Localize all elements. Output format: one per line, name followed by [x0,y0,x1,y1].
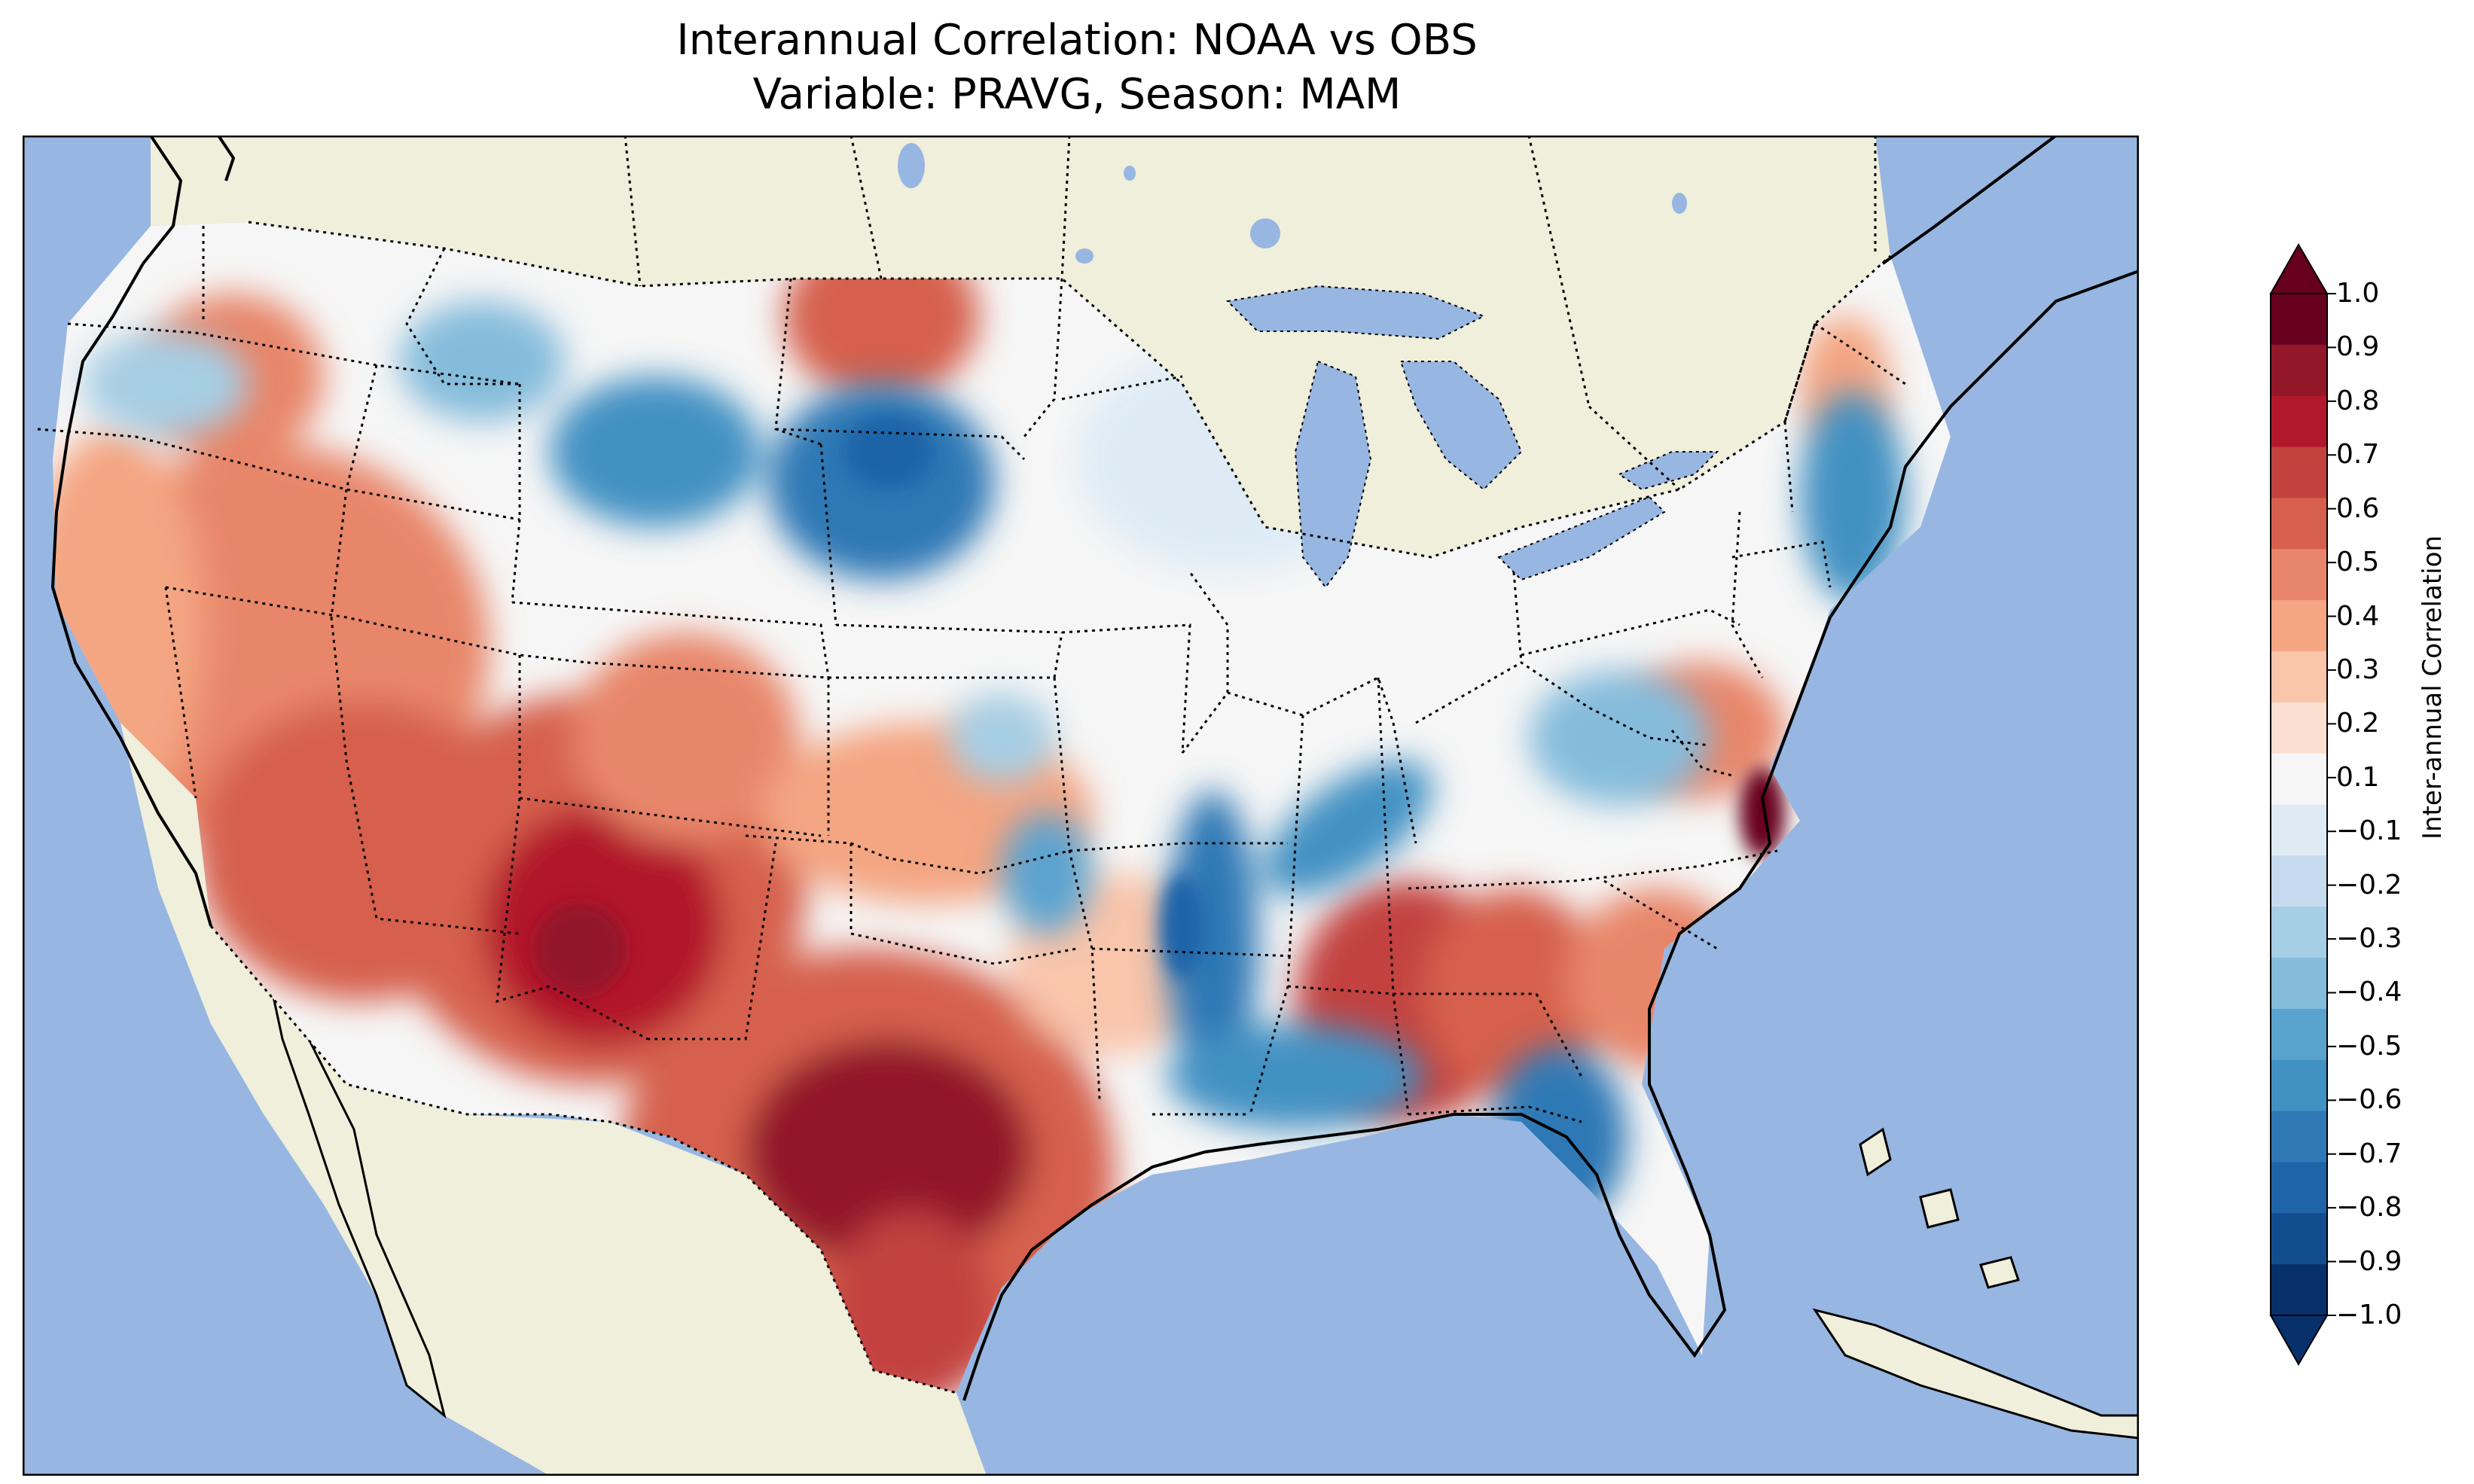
colorbar-tick-label: 1.0 [2336,278,2380,309]
colorbar-tick-label: −0.9 [2336,1245,2402,1277]
colorbar-tick-label: 0.9 [2336,331,2380,363]
cuba [1812,1308,2139,1440]
colorbar-tick-label: −1.0 [2336,1300,2402,1330]
coastline [50,136,2139,1401]
bahamas [1859,1127,2020,1289]
country-borders [209,136,1906,1394]
colorbar-segment [2271,549,2327,601]
colorbar-segment [2271,344,2327,397]
colorbar-tick-label: −0.2 [2336,869,2402,900]
colorbar-segment [2271,651,2327,703]
colorbar-segment [2271,294,2327,346]
colorbar-segment [2271,395,2327,448]
map-plot [23,136,2139,1476]
state-borders [37,226,1832,1123]
colorbar-extend-top [2269,242,2329,294]
colorbar-tick-label: 0.5 [2336,547,2380,578]
colorbar-tick-label: −0.7 [2336,1138,2402,1169]
colorbar-tick-label: 0.2 [2336,708,2380,739]
colorbar-tick-label: 0.8 [2336,385,2380,416]
colorbar-tick-label: −0.3 [2336,923,2402,955]
canada-lakes [898,143,1687,264]
colorbar-tick-label: 0.7 [2336,439,2380,471]
colorbar-segment [2271,804,2327,856]
colorbar-tick-label: 0.3 [2336,654,2380,685]
colorbar-segment [2271,1059,2327,1112]
colorbar-segment [2271,753,2327,805]
colorbar-tick-label: −0.5 [2336,1030,2402,1062]
colorbar-tick-label: 0.4 [2336,600,2380,632]
chart-title-line1: Interannual Correlation: NOAA vs OBS [676,16,1478,65]
colorbar-segment [2271,446,2327,498]
colorbar-segment [2271,855,2327,907]
colorbar-segment [2271,1264,2327,1316]
colorbar-tick-label: −0.4 [2336,977,2402,1008]
colorbar-segment [2271,1162,2327,1214]
mexico-land [120,723,987,1476]
great-lakes [1225,285,1719,589]
colorbar-tick-label: −0.8 [2336,1192,2402,1223]
colorbar-label: Inter-annual Correlation [2418,535,2448,840]
colorbar-segment [2271,1213,2327,1265]
colorbar-tick-label: −0.6 [2336,1084,2402,1116]
colorbar-segment [2271,1111,2327,1163]
colorbar-segment [2271,600,2327,652]
chart-title-line2: Variable: PRAVG, Season: MAM [752,70,1402,119]
colorbar-segment [2271,958,2327,1010]
baja-california [270,986,447,1418]
colorbar-outline [2270,293,2328,1316]
colorbar-tick-label: 0.6 [2336,492,2380,524]
colorbar-tick-label: 0.1 [2336,761,2380,793]
colorbar-segment [2271,1008,2327,1061]
colorbar-tick-label: −0.1 [2336,815,2402,847]
colorbar-segment [2271,498,2327,550]
colorbar-segment [2271,907,2327,958]
colorbar-segment [2271,702,2327,754]
colorbar-extend-bottom [2269,1315,2329,1367]
